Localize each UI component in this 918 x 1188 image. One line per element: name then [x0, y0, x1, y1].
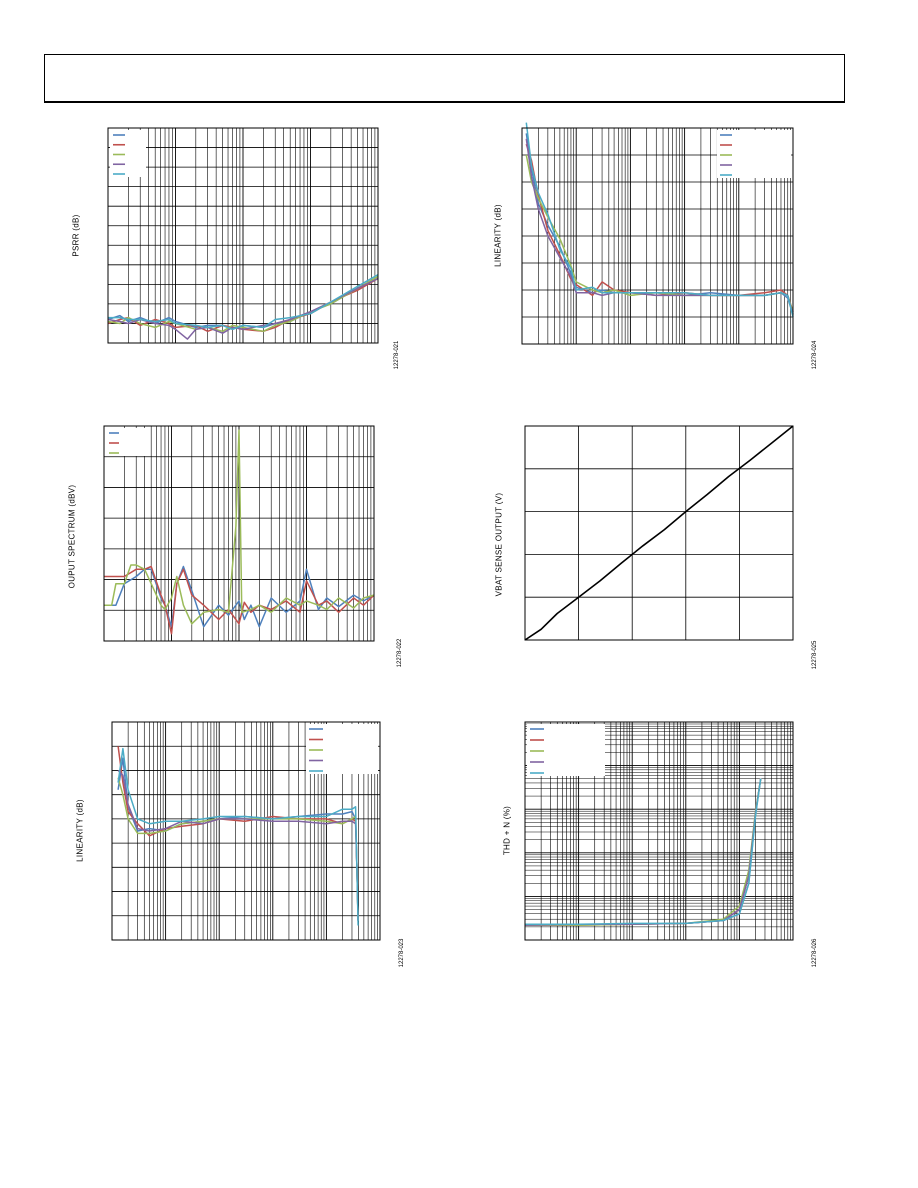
thd-y-axis-label: THD + N (%)	[502, 805, 512, 856]
thd-n-plot	[524, 721, 794, 941]
lin-left-series-blue-line	[117, 757, 359, 921]
lin-right-legend-box	[717, 130, 791, 178]
lin-right-legend	[717, 130, 791, 178]
lin-left-frame	[111, 721, 381, 941]
vbat-series-black-line	[524, 425, 794, 641]
vbat-y-axis-label: VBAT SENSE OUTPUT (V)	[494, 492, 504, 597]
chart-linearity-left	[111, 721, 381, 941]
psrr-series-cyan-line	[108, 273, 379, 331]
thd-legend	[527, 724, 605, 776]
spectrum-frame	[103, 425, 375, 642]
spectrum-series-green-line	[104, 429, 375, 625]
lin-left-series-green-line	[117, 777, 359, 921]
thd-figure-id: 12278-026	[812, 938, 818, 968]
psrr-legend-box	[110, 130, 146, 177]
vbat-grid	[525, 426, 793, 640]
psrr-grid	[107, 128, 378, 343]
lin-left-legend-box	[306, 724, 378, 774]
linearity-right-plot	[521, 122, 794, 345]
lin-right-series-green-line	[525, 154, 794, 312]
vbat-sense-plot	[524, 425, 794, 641]
lin-left-series-purple-line	[117, 769, 359, 921]
spectrum-y-axis-label: OUPUT SPECTRUM (dBV)	[67, 484, 77, 589]
page-header-box	[44, 54, 845, 103]
lin-left-series-cyan-line	[117, 747, 359, 926]
linearity-right-y-axis-label: LINEARITY (dB)	[493, 204, 503, 267]
thd-frame	[524, 721, 794, 941]
thd-series-cyan-line	[525, 778, 762, 925]
psrr-plot	[107, 127, 379, 344]
chart-output-spectrum	[103, 425, 375, 642]
psrr-figure-id: 12278-021	[394, 340, 400, 370]
spectrum-legend	[106, 428, 146, 456]
psrr-y-axis-label: PSRR (dB)	[71, 214, 81, 257]
chart-thd-n	[524, 721, 794, 941]
psrr-frame	[107, 127, 379, 344]
linearity-left-y-axis-label: LINEARITY (dB)	[75, 799, 85, 862]
spectrum-figure-id: 12278-022	[397, 638, 403, 668]
spectrum-series-blue-line	[104, 565, 375, 628]
lin-right-series-cyan-line	[525, 122, 794, 318]
linearity-right-figure-id: 12278-024	[812, 340, 818, 370]
lin-right-frame	[521, 127, 794, 345]
linearity-left-figure-id: 12278-023	[399, 938, 405, 968]
output-spectrum-plot	[103, 425, 375, 642]
vbat-figure-id: 12278-025	[812, 640, 818, 670]
thd-legend-box	[527, 724, 605, 776]
lin-left-legend	[306, 724, 378, 774]
psrr-legend	[110, 130, 146, 177]
chart-vbat-sense	[524, 425, 794, 641]
vbat-frame	[524, 425, 794, 641]
chart-psrr	[107, 127, 379, 344]
linearity-left-plot	[111, 721, 381, 941]
chart-linearity-right	[521, 122, 794, 345]
